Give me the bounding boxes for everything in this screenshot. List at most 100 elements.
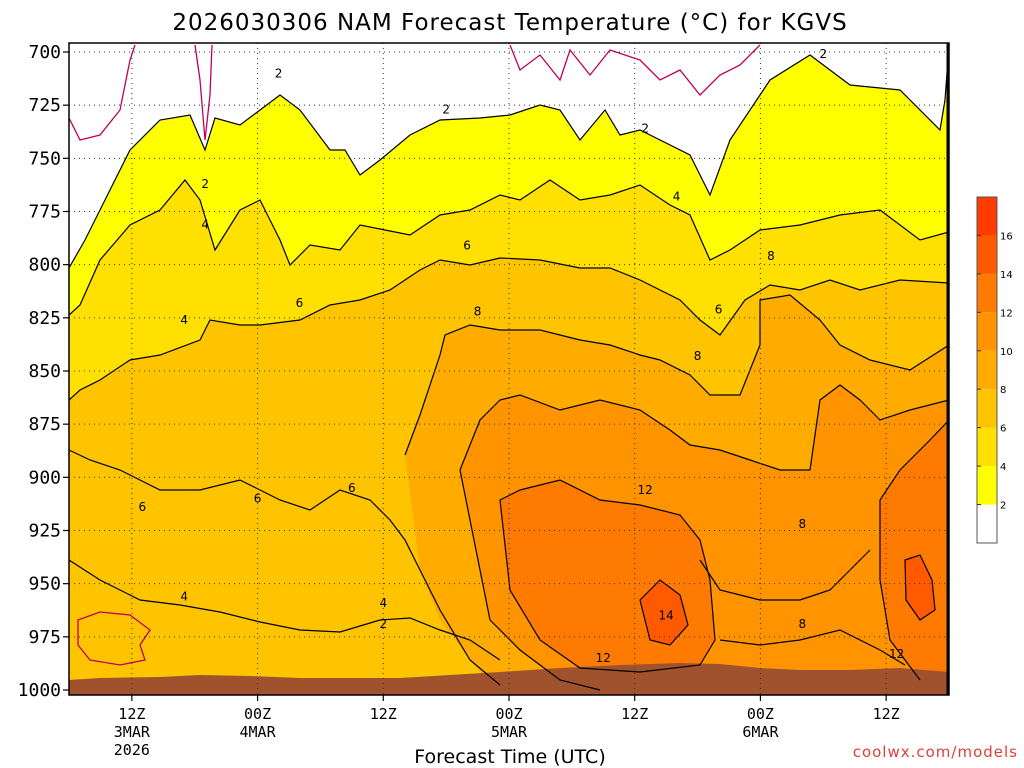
y-tick-label: 775 [28, 202, 61, 223]
contour-label: 12 [889, 647, 904, 661]
colorbar-swatch [977, 389, 997, 428]
y-tick-label: 850 [28, 361, 61, 382]
colorbar-frame [976, 196, 998, 544]
contour-label: 6 [139, 500, 147, 514]
x-tick-year: 2026 [114, 741, 150, 759]
y-axis: 700 725 750 775 800 825 850 875 900 925 950 975 1000 [18, 42, 69, 701]
colorbar-swatch [977, 350, 997, 390]
contour-label: 8 [474, 304, 482, 318]
contour-line-10 [459, 384, 949, 471]
colorbar-swatch [977, 235, 997, 274]
contour-line-6 [69, 257, 949, 401]
contour-label: 8 [799, 617, 807, 631]
y-tick-label: 700 [28, 42, 61, 63]
freezing-line-top-b [194, 44, 213, 141]
colorbar-label: 12 [1000, 308, 1013, 319]
colorbar-label: 4 [1000, 462, 1006, 473]
contour-label: 4 [201, 217, 209, 231]
y-tick-label: 925 [28, 521, 61, 542]
contour-label: 6 [463, 239, 471, 253]
y-tick-label: 900 [28, 467, 61, 488]
freezing-contour-layer [69, 44, 761, 666]
x-tick-date: 5MAR [491, 723, 528, 741]
contour-label: 14 [659, 609, 674, 623]
colorbar-label: 2 [1000, 501, 1006, 512]
contour-label: 4 [673, 190, 681, 204]
colorbar-swatch [977, 273, 997, 313]
contour-label: 12 [596, 651, 611, 665]
contour-line-14 [639, 579, 689, 646]
credit-text: coolwx.com/models [853, 743, 1018, 761]
contour-line-14-east [904, 554, 936, 621]
contour-label: 2 [201, 177, 209, 191]
contour-label: 12 [638, 483, 653, 497]
contour-line-12 [499, 479, 716, 673]
contour-line-layer [69, 44, 949, 691]
colorbar-swatch [977, 504, 997, 543]
contour-label: 6 [715, 302, 723, 316]
colorbar-label: 8 [1000, 385, 1006, 396]
freezing-line-bottom [77, 611, 151, 666]
contour-label-layer: 2 2 2 2 2 2 4 4 4 4 4 6 6 6 6 6 6 8 8 8 8 8 12 12 12 14 [139, 47, 905, 665]
contour-label: 2 [275, 66, 283, 80]
contour-line-12-east-b [879, 500, 921, 681]
x-tick-label: 12Z [873, 705, 900, 723]
x-tick-label: 12Z [370, 705, 397, 723]
grid-layer [69, 43, 949, 695]
contour-label: 8 [799, 517, 807, 531]
contour-label: 4 [180, 313, 188, 327]
y-tick-label: 725 [28, 95, 61, 116]
contour-line-8-south-b [719, 629, 906, 666]
x-tick-label: 12Z [118, 705, 145, 723]
x-tick-date: 3MAR [114, 723, 151, 741]
colorbar-swatch [977, 312, 997, 351]
y-tick-label: 875 [28, 414, 61, 435]
contour-line-10-tail [459, 469, 601, 691]
x-tick-label: 12Z [621, 705, 648, 723]
y-tick-label: 750 [28, 148, 61, 169]
x-tick-date: 6MAR [742, 723, 779, 741]
x-axis-label: Forecast Time (UTC) [414, 746, 605, 768]
x-tick-label: 00Z [495, 705, 522, 723]
contour-line-8 [404, 294, 949, 456]
x-tick-label: 00Z [747, 705, 774, 723]
colorbar-label: 10 [1000, 347, 1013, 358]
colorbar-label: 14 [1000, 270, 1013, 281]
colorbar-swatch [977, 427, 997, 467]
x-tick-label: 00Z [244, 705, 271, 723]
contour-label: 2 [641, 122, 649, 136]
contour-label: 6 [296, 296, 304, 310]
contour-label: 8 [694, 349, 702, 363]
freezing-line-top [69, 44, 136, 141]
contour-line-4 [69, 179, 949, 316]
contour-label: 8 [767, 249, 775, 263]
y-tick-label: 950 [28, 574, 61, 595]
y-tick-label: 1000 [18, 680, 61, 701]
chart-title: 2026030306 NAM Forecast Temperature (°C)… [172, 10, 847, 36]
y-tick-label: 800 [28, 255, 61, 276]
contour-label: 2 [379, 617, 387, 631]
colorbar-swatch [977, 197, 997, 236]
y-tick-label: 975 [28, 627, 61, 648]
contour-line-12-east [879, 419, 949, 501]
contour-line-8-south [699, 549, 871, 601]
contour-line-6-low [69, 449, 501, 686]
contour-label: 2 [442, 102, 450, 116]
colorbar-swatch [977, 466, 997, 505]
fill-region-16 [640, 580, 688, 645]
colorbar-label: 6 [1000, 424, 1006, 435]
colorbar-label: 16 [1000, 231, 1013, 242]
contour-label: 4 [180, 589, 188, 603]
contour-label: 6 [348, 481, 356, 495]
y-tick-label: 825 [28, 308, 61, 329]
temperature-fill-layer [69, 43, 949, 695]
contour-label: 2 [819, 47, 827, 61]
contour-line-4-low [69, 559, 501, 661]
contour-label: 4 [379, 596, 387, 610]
contour-line-2 [69, 44, 949, 269]
freezing-line-top-c [509, 44, 761, 96]
colorbar: 2 4 6 8 10 12 14 16 [976, 196, 1013, 544]
x-tick-date: 4MAR [240, 723, 277, 741]
